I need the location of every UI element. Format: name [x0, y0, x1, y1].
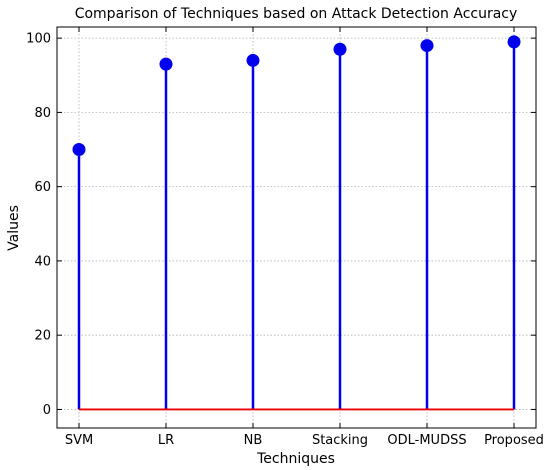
stem-marker — [246, 53, 260, 67]
stem-layer — [72, 35, 521, 411]
x-tick-label: Stacking — [312, 433, 368, 448]
x-tick-label: LR — [158, 433, 174, 448]
chart-title: Comparison of Techniques based on Attack… — [75, 6, 518, 22]
y-tick-label: 40 — [34, 254, 51, 269]
stem-marker — [333, 42, 347, 56]
y-tick-label: 60 — [34, 180, 51, 195]
x-tick-label: SVM — [65, 433, 93, 448]
grid-layer — [57, 27, 536, 428]
plot-frame — [56, 26, 537, 429]
x-tick-label: Proposed — [484, 433, 544, 448]
x-tick-label: NB — [244, 433, 263, 448]
y-tick-label: 80 — [34, 106, 51, 121]
x-axis-label: Techniques — [256, 451, 335, 467]
tick-layer: 0 20 40 60 80 100 SVM LR NB Stacking ODL-MUDSS Prop… — [26, 27, 544, 448]
y-tick-label: 20 — [34, 329, 51, 344]
x-tick-label: ODL-MUDSS — [387, 433, 466, 448]
y-tick-label: 100 — [26, 32, 51, 47]
y-tick-label: 0 — [43, 403, 51, 418]
stem-marker — [420, 39, 434, 53]
stem-marker — [72, 143, 86, 157]
stem-marker — [507, 35, 521, 49]
stem-marker — [159, 57, 173, 71]
y-axis-label: Values — [6, 205, 22, 251]
